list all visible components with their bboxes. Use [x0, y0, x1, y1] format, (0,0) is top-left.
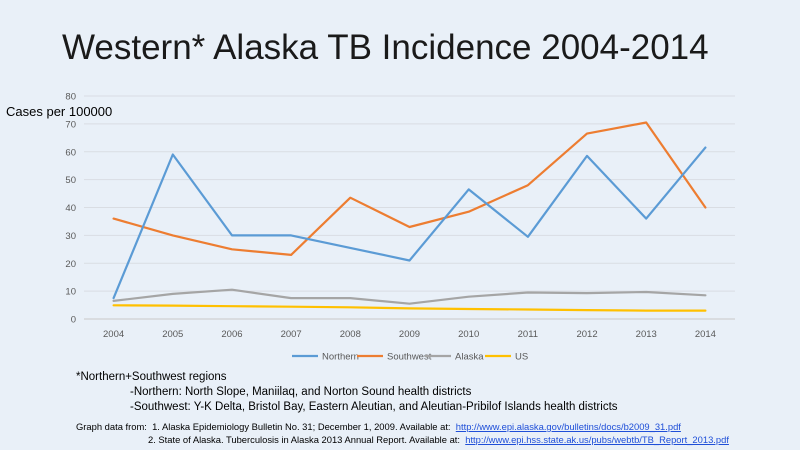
y-tick-70: 70	[65, 119, 76, 130]
source-prefix: Graph data from:	[76, 421, 147, 432]
chart-grid	[84, 95, 735, 320]
y-tick-60: 60	[65, 147, 76, 158]
note-line-3: -Southwest: Y-K Delta, Bristol Bay, East…	[130, 401, 618, 413]
y-tick-10: 10	[65, 287, 76, 298]
legend-label-northern: Northern	[322, 352, 359, 363]
x-tick-2008: 2008	[340, 329, 361, 340]
x-tick-2007: 2007	[281, 329, 302, 340]
source-line-2: 2. State of Alaska. Tuberculosis in Alas…	[76, 434, 729, 447]
note-line-1: *Northern+Southwest regions	[76, 371, 227, 383]
series-line-southwest	[112, 121, 707, 256]
x-tick-2009: 2009	[399, 329, 420, 340]
data-sources: Graph data from: 1. Alaska Epidemiology …	[76, 421, 729, 446]
x-tick-2013: 2013	[636, 329, 657, 340]
y-tick-40: 40	[65, 203, 76, 214]
series-line-us	[112, 304, 707, 312]
source-2-text: 2. State of Alaska. Tuberculosis in Alas…	[148, 433, 461, 445]
legend-label-alaska: Alaska	[455, 352, 484, 363]
x-tick-2010: 2010	[458, 329, 479, 340]
region-notes: *Northern+Southwest regions -Northern: N…	[76, 370, 618, 415]
x-tick-2014: 2014	[695, 329, 716, 340]
x-tick-2005: 2005	[162, 329, 183, 340]
slide-title: Western* Alaska TB Incidence 2004-2014	[62, 28, 709, 67]
y-tick-30: 30	[65, 231, 76, 242]
x-tick-2011: 2011	[518, 329, 538, 340]
x-tick-2006: 2006	[221, 329, 242, 340]
series-line-alaska	[112, 288, 707, 305]
chart-legend: Northern Southwest Alaska US	[292, 352, 528, 363]
y-axis-label: Cases per 100000	[6, 104, 113, 119]
y-tick-80: 80	[65, 92, 76, 103]
x-tick-2004: 2004	[103, 329, 124, 340]
x-tick-labels: 2004 2005 2006 2007 2008 2009 2010 2011 2012 2013…	[103, 329, 716, 340]
legend-label-southwest: Southwest	[387, 352, 432, 363]
y-tick-0: 0	[71, 315, 76, 326]
series-line-northern	[112, 146, 707, 300]
x-tick-2012: 2012	[576, 329, 597, 340]
source-line-1: Graph data from: 1. Alaska Epidemiology …	[76, 421, 729, 434]
source-1-link[interactable]: http://www.epi.alaska.gov/bulletins/docs…	[455, 421, 681, 432]
y-tick-labels: 0 10 20 30 40 50 60 70 80	[65, 92, 76, 326]
source-2-link[interactable]: http://www.epi.hss.state.ak.us/pubs/webt…	[465, 433, 729, 445]
note-line-2: -Northern: North Slope, Maniilaq, and No…	[130, 386, 472, 398]
y-tick-50: 50	[65, 175, 76, 186]
source-1-text: 1. Alaska Epidemiology Bulletin No. 31; …	[152, 421, 451, 432]
y-tick-20: 20	[65, 259, 76, 270]
legend-label-us: US	[515, 352, 528, 363]
series-lines	[112, 121, 707, 312]
